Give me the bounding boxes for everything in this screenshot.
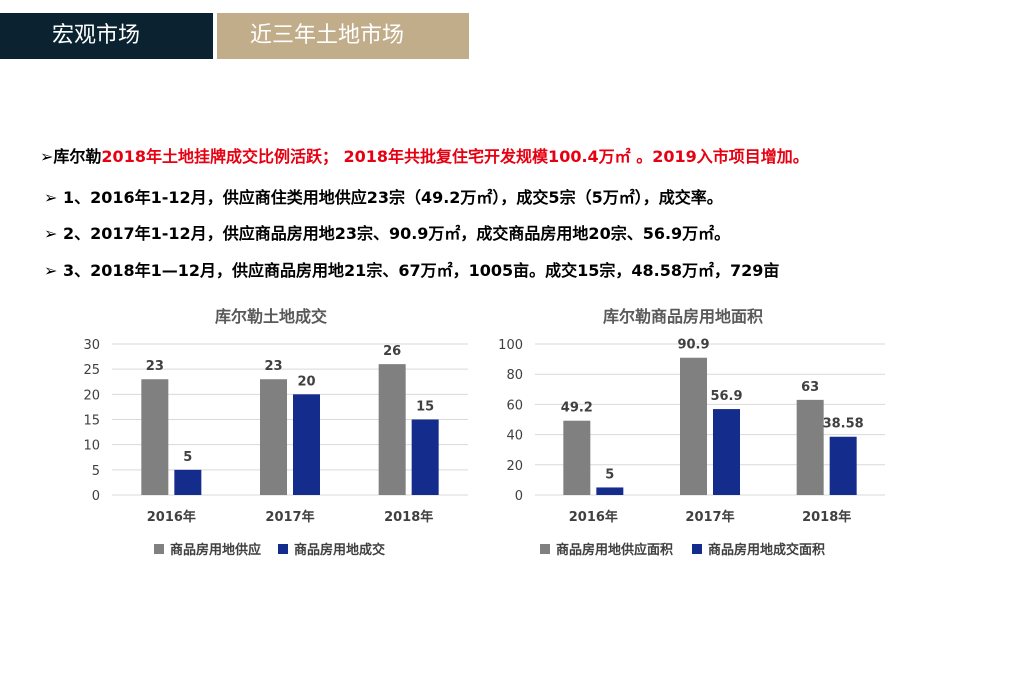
chart-1-data-label: 5 xyxy=(183,450,192,465)
point-2: ➢ 2、2017年1-12月，供应商品房用地23宗、90.9万㎡，成交商品房用地… xyxy=(44,220,730,244)
chart-1-bar-deal xyxy=(411,419,439,495)
chart-1-legend-swatch xyxy=(278,544,288,554)
point-3-bullet: ➢ xyxy=(44,261,58,280)
headline-bullet: ➢ xyxy=(40,147,54,166)
chart-2-ytick: 0 xyxy=(515,489,523,504)
chart-1-legend-label: 商品房用地成交 xyxy=(294,542,385,558)
chart-1-data-label: 20 xyxy=(297,374,315,389)
chart-1-xtick: 2016年 xyxy=(147,509,196,525)
chart-2-bar-supply xyxy=(796,399,824,495)
tab-macro-market[interactable]: 宏观市场 xyxy=(0,13,213,59)
tab-macro-market-label: 宏观市场 xyxy=(52,23,141,48)
chart-1-data-label: 26 xyxy=(383,344,401,359)
chart-1-data-label: 23 xyxy=(264,359,282,374)
point-1-text: 1、2016年1-12月，供应商住类用地供应23宗（49.2万㎡），成交5宗（5… xyxy=(62,188,723,207)
chart-2-ytick: 60 xyxy=(506,398,523,413)
land-deal-chart: 0 5 10 15 20 25 30 2016年 23 5 2017年 23 20 2018年 26 15 商品… xyxy=(83,338,468,558)
chart-2-legend-swatch xyxy=(540,544,550,554)
point-2-bullet: ➢ xyxy=(44,224,58,243)
chart-2-title: 库尔勒商品房用地面积 xyxy=(603,307,764,326)
chart-2-data-label: 56.9 xyxy=(710,389,742,404)
headline-prefix: 库尔勒 xyxy=(53,147,102,166)
chart-1-ytick: 30 xyxy=(83,338,100,353)
chart-1-xtick: 2017年 xyxy=(265,509,314,525)
chart-1-ytick: 20 xyxy=(83,388,100,403)
chart-2-ytick: 40 xyxy=(506,429,523,444)
headline: ➢库尔勒2018年土地挂牌成交比例活跃； 2018年共批复住宅开发规模100.4… xyxy=(40,143,809,167)
chart-2-xtick: 2016年 xyxy=(569,509,618,525)
chart-1-bar-supply xyxy=(141,379,169,495)
chart-2-data-label: 90.9 xyxy=(677,338,709,353)
tab-land-market[interactable]: 近三年土地市场 xyxy=(217,13,469,59)
chart-2-legend-label: 商品房用地供应面积 xyxy=(556,542,673,558)
chart-1-bar-supply xyxy=(378,364,406,495)
chart-2-data-label: 38.58 xyxy=(823,417,864,432)
chart-2-ytick: 20 xyxy=(506,459,523,474)
chart-2-ytick: 100 xyxy=(498,338,523,353)
chart-1-ytick: 15 xyxy=(83,414,100,429)
chart-2-data-label: 63 xyxy=(801,380,819,395)
chart-2-bar-supply xyxy=(680,357,707,495)
chart-1-data-label: 15 xyxy=(416,400,434,415)
chart-2-ytick: 80 xyxy=(506,368,523,383)
point-3-text: 3、2018年1—12月，供应商品房用地21宗、67万㎡，1005亩。成交15宗… xyxy=(62,261,780,280)
chart-2-bar-deal xyxy=(596,487,624,495)
chart-2-xtick: 2017年 xyxy=(685,509,734,525)
chart-1-legend-swatch xyxy=(154,544,164,554)
headline-highlight: 2018年土地挂牌成交比例活跃； 2018年共批复住宅开发规模100.4万㎡ 。… xyxy=(101,147,809,166)
point-1-bullet: ➢ xyxy=(44,188,58,207)
chart-1-ytick: 0 xyxy=(92,489,100,504)
chart-2-xtick: 2018年 xyxy=(802,509,851,525)
point-1: ➢ 1、2016年1-12月，供应商住类用地供应23宗（49.2万㎡），成交5宗… xyxy=(44,184,723,208)
chart-1-ytick: 10 xyxy=(83,439,100,454)
chart-2-bar-deal xyxy=(713,409,740,495)
chart-2-bar-supply xyxy=(563,420,591,495)
chart-1-data-label: 23 xyxy=(146,359,164,374)
chart-1-bar-deal xyxy=(293,394,320,495)
chart-1-bar-deal xyxy=(174,469,202,495)
point-3: ➢ 3、2018年1—12月，供应商品房用地21宗、67万㎡，1005亩。成交1… xyxy=(44,257,779,281)
tab-land-market-label: 近三年土地市场 xyxy=(250,23,405,48)
chart-1-title: 库尔勒土地成交 xyxy=(215,307,328,326)
chart-1-ytick: 25 xyxy=(83,363,100,378)
chart-2-legend-label: 商品房用地成交面积 xyxy=(708,542,825,558)
point-2-text: 2、2017年1-12月，供应商品房用地23宗、90.9万㎡，成交商品房用地20… xyxy=(62,224,731,243)
chart-1-xtick: 2018年 xyxy=(384,509,433,525)
chart-2-data-label: 5 xyxy=(605,467,614,482)
chart-1-bar-supply xyxy=(260,379,287,495)
chart-2-data-label: 49.2 xyxy=(561,401,593,416)
chart-1-legend-label: 商品房用地供应 xyxy=(170,542,261,558)
chart-1-ytick: 5 xyxy=(92,464,100,479)
chart-2-legend-swatch xyxy=(692,544,702,554)
chart-2-bar-deal xyxy=(829,436,857,495)
land-area-chart: 0 20 40 60 80 100 2016年 49.2 5 2017年 90.9 56.9 2018年… xyxy=(498,338,885,558)
